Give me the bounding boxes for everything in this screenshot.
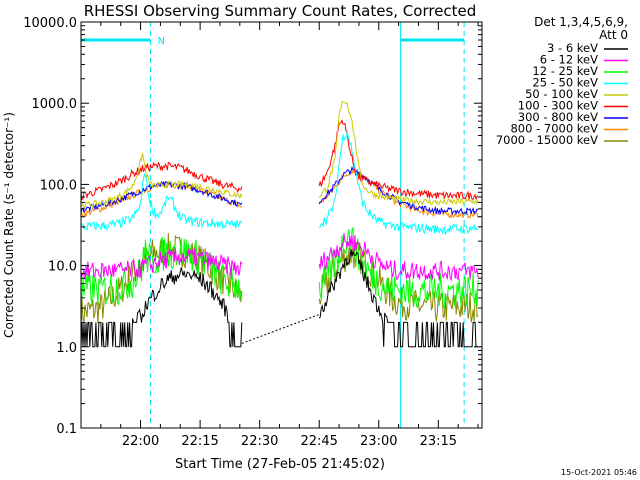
x-tick-label: 23:15 <box>420 434 457 449</box>
series-lines <box>80 100 479 348</box>
series-line <box>80 247 243 280</box>
x-axis-label: Start Time (27-Feb-05 21:45:02) <box>175 457 385 472</box>
plot-frame <box>80 21 483 429</box>
night-marker-label: N <box>157 36 164 47</box>
footer-timestamp: 15-Oct-2021 05:46 <box>561 468 637 477</box>
legend-entry-label: 7000 - 15000 keV <box>496 133 598 147</box>
legend-entry-label: 12 - 25 keV <box>532 64 598 78</box>
y-axis: 0.1 1.0 10.0 100.0 1000.0 10000.0 <box>23 16 482 437</box>
legend-entry-label: 800 - 7000 keV <box>510 122 598 136</box>
x-tick-label: 22:00 <box>122 434 159 449</box>
y-tick-label: 0.1 <box>56 422 77 437</box>
series-line <box>318 241 479 323</box>
legend-entry-label: 25 - 50 keV <box>532 76 598 90</box>
series-line <box>80 152 243 210</box>
x-axis: 22:00 22:15 22:30 22:45 23:00 23:15 <box>100 22 479 449</box>
x-tick-label: 22:15 <box>181 434 218 449</box>
series-line <box>80 180 243 214</box>
data-gap-lines <box>241 314 320 344</box>
y-tick-label: 10000.0 <box>23 16 77 31</box>
y-tick-label: 1.0 <box>56 341 77 356</box>
series-line <box>80 161 243 201</box>
series-line <box>318 119 479 200</box>
legend-header-line1: Det 1,3,4,5,6,9, <box>534 15 628 29</box>
y-tick-label: 1000.0 <box>32 97 78 112</box>
chart-title: RHESSI Observing Summary Count Rates, Co… <box>84 2 477 20</box>
y-tick-label: 10.0 <box>48 260 77 275</box>
x-tick-label: 22:30 <box>241 434 278 449</box>
series-line <box>318 165 479 216</box>
legend-entry-label: 100 - 300 keV <box>518 99 598 113</box>
y-axis-label: Corrected Count Rate (s⁻¹ detector⁻¹) <box>2 112 16 338</box>
series-line <box>318 249 478 348</box>
series-line <box>80 267 243 348</box>
legend-entry-label: 3 - 6 keV <box>547 41 598 55</box>
legend-entry-label: 50 - 100 keV <box>525 87 598 101</box>
y-tick-label: 100.0 <box>40 178 77 193</box>
series-line <box>80 236 243 306</box>
series-line <box>318 226 479 310</box>
legend-entry-label: 6 - 12 keV <box>540 53 598 67</box>
legend-header-line2: Att 0 <box>599 28 628 42</box>
legend-entry-label: 300 - 800 keV <box>518 110 598 124</box>
series-line <box>318 131 479 236</box>
x-tick-label: 22:45 <box>300 434 337 449</box>
series-line <box>318 233 479 282</box>
x-tick-label: 23:00 <box>360 434 397 449</box>
series-line <box>80 172 243 232</box>
gap-connector <box>241 314 320 344</box>
series-line <box>318 100 479 206</box>
